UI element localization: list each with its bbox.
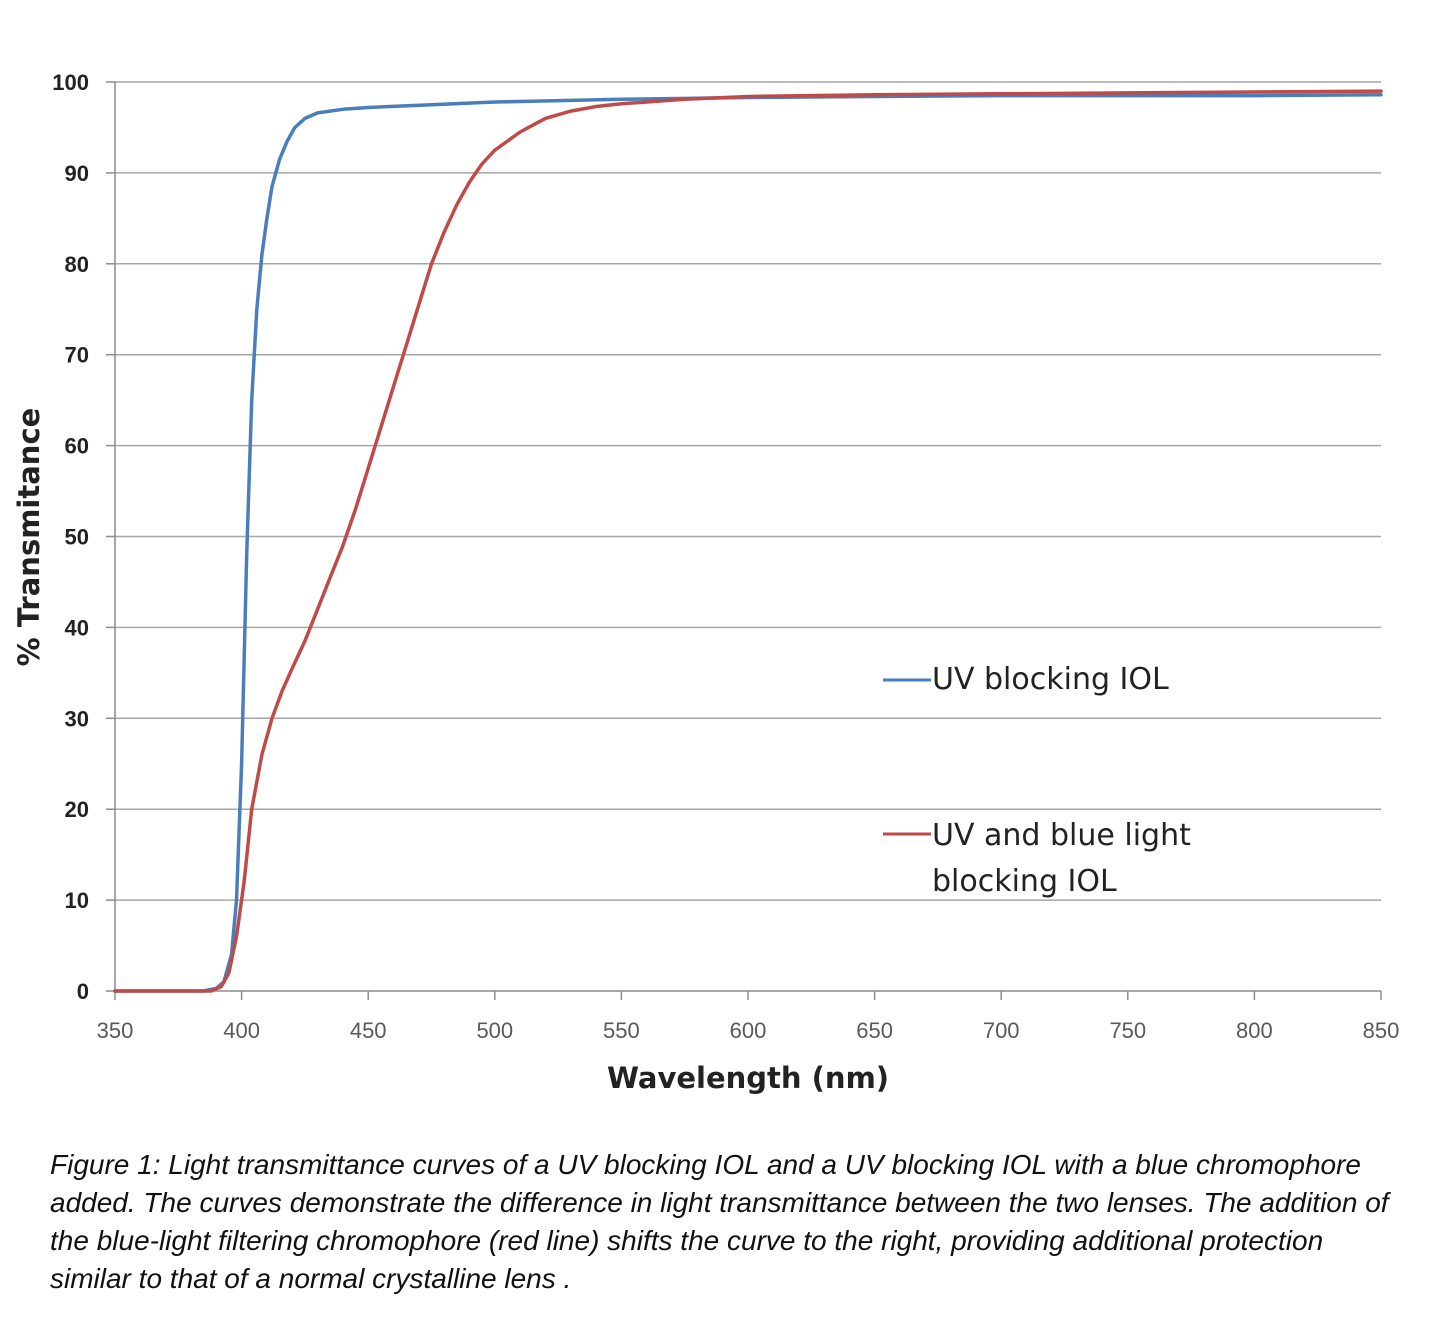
series-lines: [113, 89, 1383, 993]
y-tick-label-50: 50: [65, 525, 89, 550]
x-tick-label-700: 700: [983, 1018, 1020, 1043]
x-tick-label-400: 400: [223, 1018, 260, 1043]
y-tick-label-90: 90: [65, 161, 89, 186]
series-line-uv-blue-blocking: [113, 89, 1383, 993]
legend-label-uv-blue-line1: UV and blue light: [932, 818, 1191, 853]
x-axis-ticks: 350 400 450 500 550 600 650 700 750 800 850: [97, 991, 1400, 1043]
transmittance-chart: 350 400 450 500 550 600 650 700 750 800 850 0 10 20 3…: [12, 70, 1400, 1095]
y-axis-title: % Transmitance: [12, 408, 46, 667]
x-tick-label-500: 500: [476, 1018, 513, 1043]
x-tick-label-650: 650: [856, 1018, 893, 1043]
legend: UV blocking IOL UV and blue light blocki…: [883, 662, 1191, 899]
y-tick-label-60: 60: [65, 434, 89, 459]
x-tick-label-350: 350: [97, 1018, 134, 1043]
y-tick-label-100: 100: [52, 70, 89, 95]
y-axis-ticks: 0 10 20 30 40 50 60 70 80 90 100: [52, 70, 115, 1004]
figure-caption: Figure 1: Light transmittance curves of …: [50, 1149, 1389, 1294]
legend-label-uv: UV blocking IOL: [932, 662, 1169, 697]
x-tick-label-800: 800: [1236, 1018, 1273, 1043]
y-tick-label-0: 0: [77, 979, 89, 1004]
legend-label-uv-blue-line2: blocking IOL: [932, 864, 1117, 899]
x-axis-title: Wavelength (nm): [607, 1061, 889, 1095]
y-tick-label-80: 80: [65, 252, 89, 277]
y-tick-label-20: 20: [65, 797, 89, 822]
x-tick-label-550: 550: [603, 1018, 640, 1043]
x-tick-label-600: 600: [730, 1018, 767, 1043]
gridlines: [115, 81, 1381, 901]
x-tick-label-850: 850: [1363, 1018, 1400, 1043]
x-tick-label-450: 450: [350, 1018, 387, 1043]
series-line-uv-blocking: [113, 92, 1383, 993]
y-tick-label-10: 10: [65, 888, 89, 913]
y-tick-label-70: 70: [65, 343, 89, 368]
x-tick-label-750: 750: [1109, 1018, 1146, 1043]
y-tick-label-30: 30: [65, 706, 89, 731]
y-tick-label-40: 40: [65, 615, 89, 640]
